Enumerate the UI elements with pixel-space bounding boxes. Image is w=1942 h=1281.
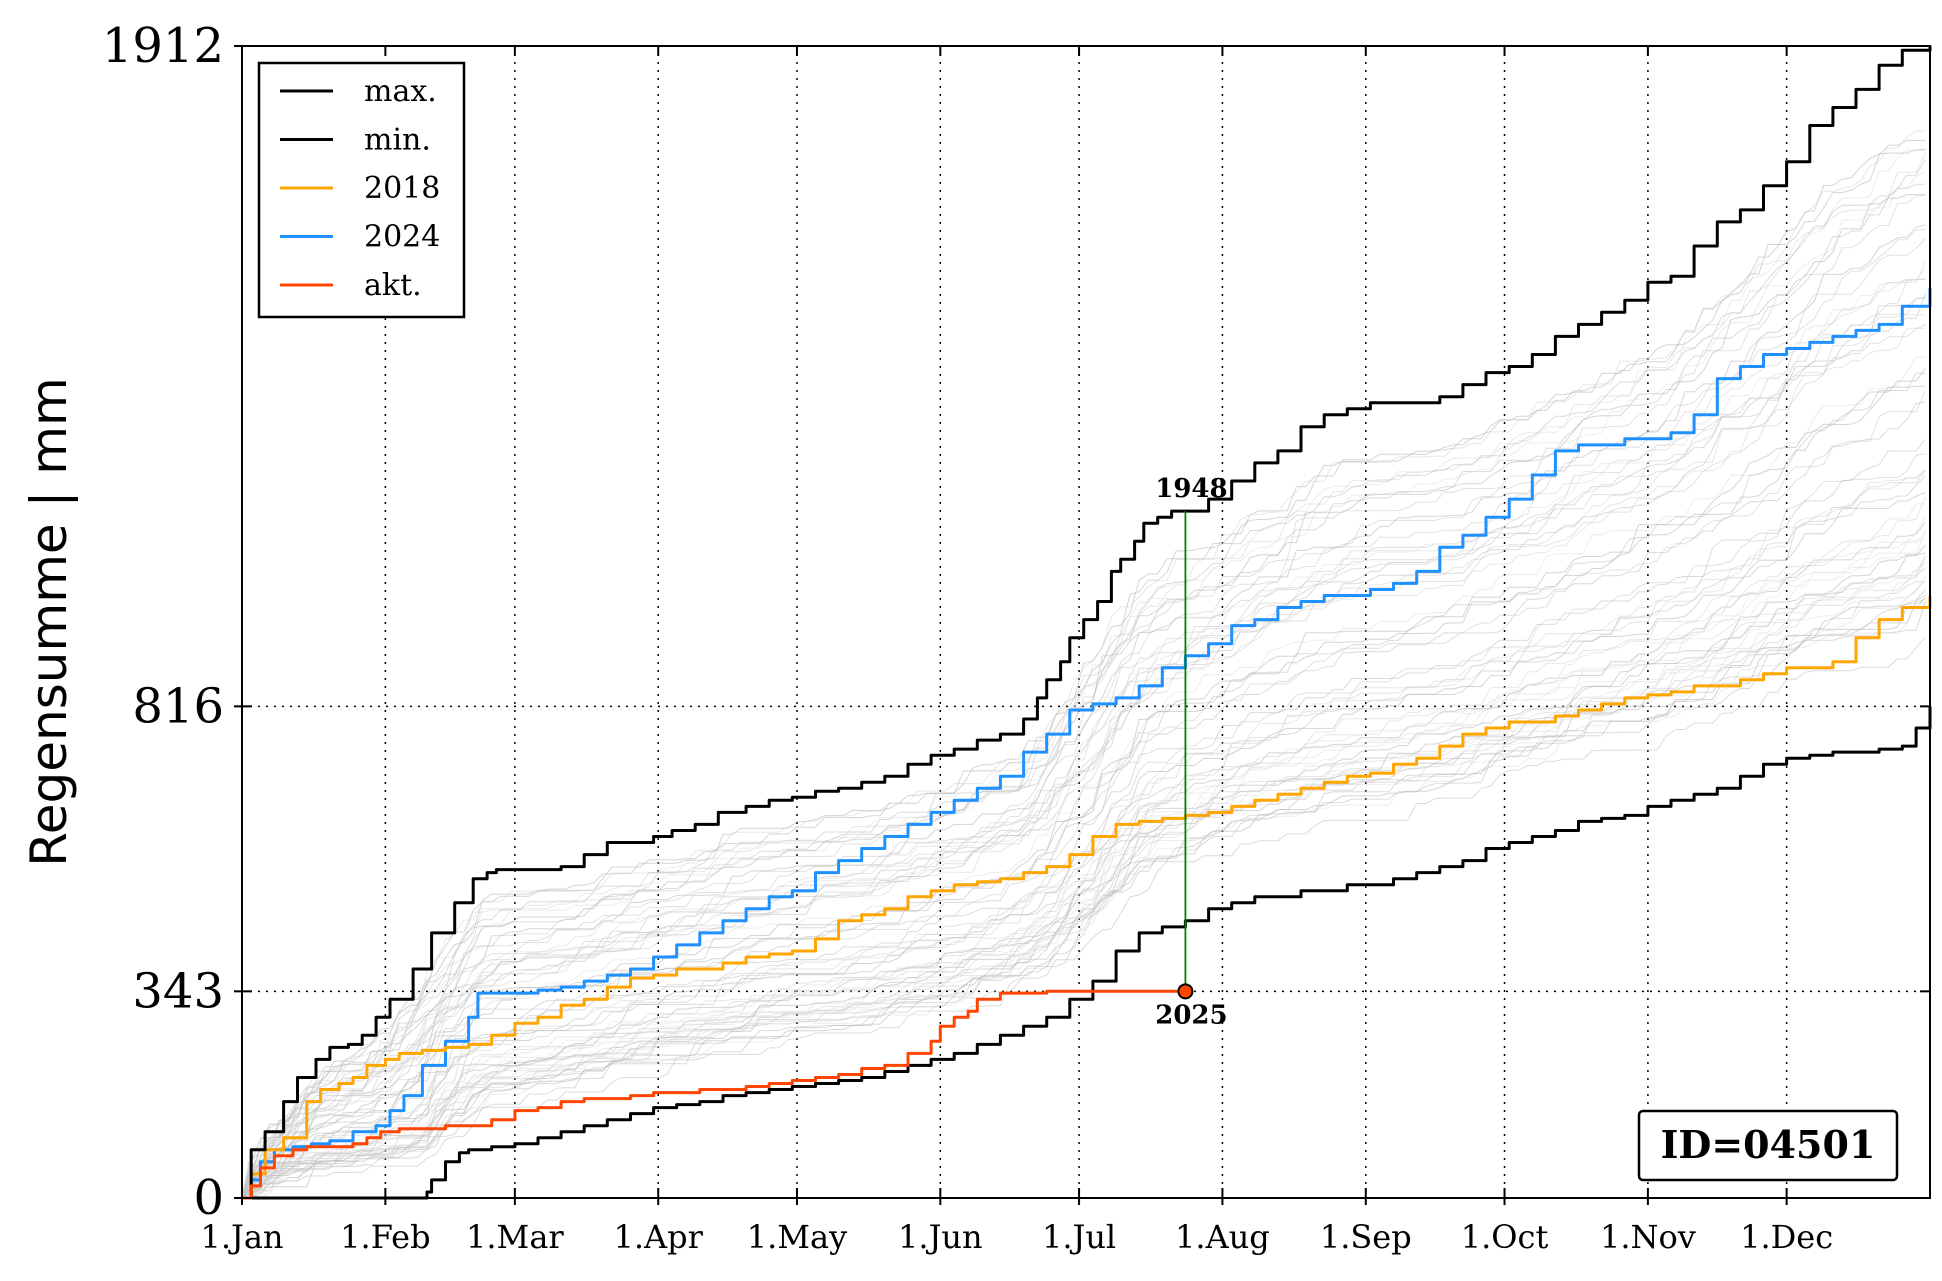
background-year-line-53 <box>241 170 1926 1199</box>
legend-box <box>257 61 466 319</box>
background-year-line-25 <box>241 475 1926 1199</box>
x-tick-label-4: 1.May <box>747 1218 847 1256</box>
current-value-marker <box>1177 983 1194 1000</box>
legend-items: max. min. 2018 2024 akt. <box>280 74 440 303</box>
background-year-line-46 <box>241 390 1926 1199</box>
background-year-line-26 <box>241 297 1926 1199</box>
background-year-line-15 <box>242 601 1926 1199</box>
legend-label-2: 2018 <box>364 171 440 206</box>
background-year-line-37 <box>241 469 1926 1199</box>
background-year-line-9 <box>241 148 1926 1199</box>
grid-layer <box>241 46 1930 1198</box>
series-line-0 <box>242 46 1932 1200</box>
x-tick-label-10: 1.Nov <box>1600 1218 1696 1256</box>
background-year-line-16 <box>241 453 1926 1199</box>
station-id-label: ID=04501 <box>1661 1122 1876 1167</box>
legend-label-3: 2024 <box>364 220 440 255</box>
legend: max. min. 2018 2024 akt. <box>257 61 466 319</box>
annotation-label-0: 1948 <box>1155 474 1227 504</box>
background-year-line-4 <box>241 552 1926 1199</box>
background-year-line-29 <box>241 224 1926 1199</box>
background-year-line-8 <box>241 149 1926 1199</box>
background-year-line-21 <box>241 324 1926 1199</box>
plot-frame <box>241 45 1931 1199</box>
background-year-line-28 <box>241 530 1926 1199</box>
background-year-line-1 <box>241 229 1926 1199</box>
legend-label-4: akt. <box>364 268 422 303</box>
background-year-line-42 <box>241 130 1926 1199</box>
background-year-line-36 <box>241 470 1926 1199</box>
x-tick-label-1: 1.Feb <box>340 1218 430 1256</box>
background-year-line-52 <box>241 562 1926 1199</box>
station-id-box: ID=04501 <box>1637 1109 1899 1182</box>
background-year-line-38 <box>241 538 1926 1199</box>
background-year-line-31 <box>241 279 1926 1199</box>
x-tick-label-0: 1.Jan <box>200 1218 283 1256</box>
y-tick-label-1: 343 <box>132 963 224 1019</box>
background-year-line-56 <box>241 194 1926 1199</box>
x-tick-label-2: 1.Mar <box>466 1218 564 1256</box>
background-year-line-40 <box>241 183 1926 1199</box>
series-line-2 <box>242 595 1932 1200</box>
background-year-line-20 <box>241 438 1926 1199</box>
background-year-line-49 <box>241 544 1926 1199</box>
legend-label-1: min. <box>364 123 431 158</box>
x-tick-label-9: 1.Oct <box>1461 1218 1549 1256</box>
background-year-line-22 <box>242 567 1926 1199</box>
series-line-1 <box>242 706 1932 1200</box>
background-year-line-39 <box>241 367 1926 1199</box>
tick-layer: 1.Jan 1.Feb 1.Mar 1.Apr 1.May 1.Jun 1.Jul 1.Aug… <box>102 18 1930 1256</box>
series-line-4 <box>242 989 1186 1200</box>
legend-label-0: max. <box>364 74 437 109</box>
background-year-line-12 <box>242 554 1926 1199</box>
background-year-line-11 <box>241 278 1926 1199</box>
station-id-box-frame <box>1637 1109 1899 1182</box>
background-year-line-34 <box>241 521 1926 1199</box>
background-year-line-59 <box>241 597 1926 1199</box>
x-tick-label-11: 1.Dec <box>1740 1218 1833 1256</box>
background-year-line-58 <box>241 516 1926 1199</box>
background-year-line-47 <box>241 503 1926 1199</box>
background-year-line-2 <box>241 152 1926 1199</box>
background-year-line-10 <box>241 296 1926 1199</box>
background-year-line-54 <box>241 194 1926 1199</box>
x-tick-label-7: 1.Aug <box>1175 1218 1270 1256</box>
background-year-line-14 <box>241 491 1926 1199</box>
background-year-line-45 <box>241 293 1926 1199</box>
x-tick-label-3: 1.Apr <box>614 1218 704 1256</box>
background-year-line-33 <box>241 268 1926 1199</box>
x-tick-label-6: 1.Jul <box>1042 1218 1116 1256</box>
y-axis-label: Regensumme | mm <box>20 377 78 866</box>
background-year-line-0 <box>242 636 1926 1199</box>
background-year-line-51 <box>241 238 1926 1199</box>
series-line-3 <box>242 288 1932 1200</box>
background-year-line-7 <box>241 327 1926 1199</box>
x-tick-label-8: 1.Sep <box>1320 1218 1412 1256</box>
background-year-line-18 <box>241 570 1926 1199</box>
background-year-line-43 <box>241 556 1926 1199</box>
x-tick-label-5: 1.Jun <box>898 1218 983 1256</box>
y-tick-label-3: 1912 <box>102 18 224 74</box>
background-year-line-57 <box>241 496 1926 1199</box>
background-year-line-27 <box>241 261 1926 1199</box>
annotation-label-1: 2025 <box>1155 1000 1227 1030</box>
y-tick-label-0: 0 <box>193 1170 224 1226</box>
series-layer <box>242 46 1932 1200</box>
background-series-layer <box>241 130 1926 1199</box>
y-tick-label-2: 816 <box>132 678 224 734</box>
annotation-layer: 1948 2025 <box>1155 474 1227 1030</box>
